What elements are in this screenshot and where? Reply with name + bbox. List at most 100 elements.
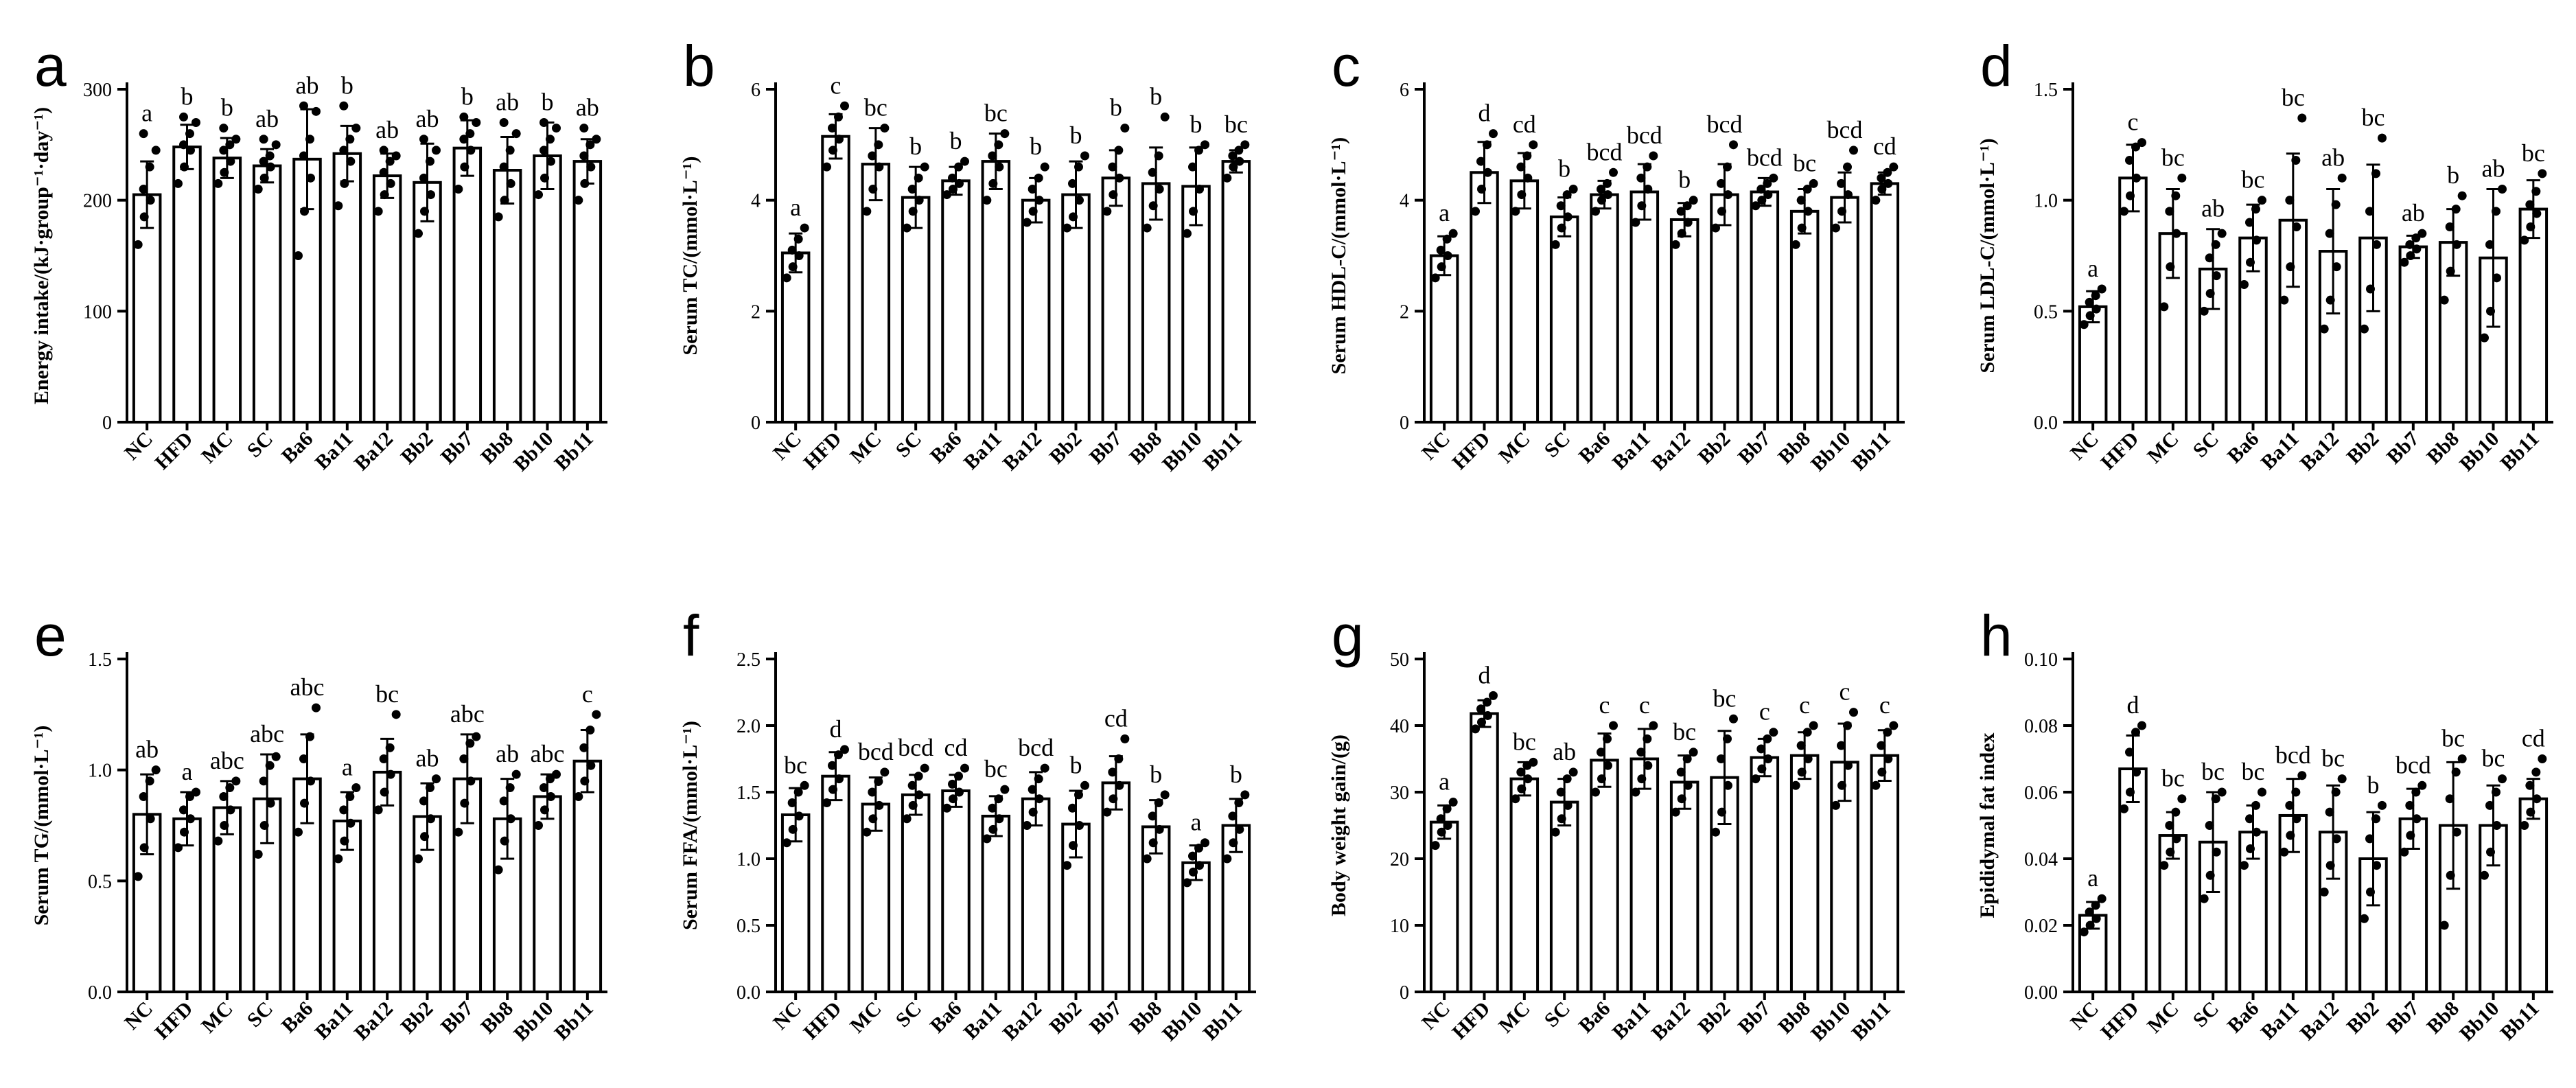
data-point (2319, 324, 2329, 334)
data-point (862, 207, 872, 216)
data-point (1711, 223, 1720, 233)
data-point (1562, 190, 1572, 200)
x-tick-label-Bb10: Bb10 (1807, 997, 1855, 1046)
data-point (592, 135, 601, 144)
data-point (419, 796, 428, 806)
bar-HFD (821, 135, 850, 424)
data-point (920, 763, 929, 773)
data-point (1877, 173, 1886, 183)
x-tick-label-Ba11: Ba11 (1608, 428, 1655, 474)
data-point (2337, 774, 2347, 784)
data-point (220, 821, 229, 830)
data-point (499, 796, 509, 806)
data-point (1229, 838, 1238, 848)
data-point (265, 151, 275, 161)
data-point (835, 135, 844, 144)
bar-Ba11 (981, 160, 1011, 424)
x-tick-label-Bb7: Bb7 (1085, 428, 1126, 469)
data-point (1229, 162, 1238, 172)
data-point (340, 178, 349, 188)
data-point (1803, 754, 1813, 763)
significance-letter: a (182, 758, 193, 785)
panel-a: a 0 100 200 300 Energy intake/(kJ·group⁻¹·day… (30, 34, 607, 476)
bar-Bb7 (1101, 781, 1131, 994)
data-point (306, 776, 315, 786)
significance-letter: c (1799, 691, 1810, 719)
data-point (1751, 201, 1761, 211)
data-point (1723, 162, 1732, 172)
data-point (2480, 870, 2489, 880)
data-point (1114, 754, 1124, 763)
data-point (2246, 844, 2255, 853)
x-tick-label-Ba12: Ba12 (350, 997, 397, 1045)
x-tick-label-Ba6: Ba6 (1575, 428, 1615, 468)
bar-Bb10 (533, 154, 562, 424)
data-point (460, 162, 469, 172)
x-tick-label-MC: MC (1494, 997, 1535, 1038)
significance-letter: b (909, 132, 922, 160)
significance-letter: ab (255, 105, 279, 132)
data-point (465, 129, 475, 139)
data-point (2412, 244, 2422, 254)
data-point (259, 173, 269, 183)
x-tick-label-Bb2: Bb2 (2343, 428, 2384, 469)
data-point (271, 140, 281, 150)
data-point (1591, 787, 1600, 797)
data-point (2485, 800, 2494, 810)
data-point (1837, 741, 1846, 750)
y-axis-label: Serum HDL-C/(mmol·L⁻¹) (1327, 137, 1350, 375)
data-point (1717, 754, 1726, 763)
significance-letter: bc (2242, 166, 2265, 194)
data-point (822, 162, 831, 172)
data-point (294, 827, 303, 837)
data-point (2279, 847, 2289, 857)
data-point (1477, 185, 1486, 194)
data-point (1448, 229, 1458, 238)
data-point (2439, 921, 2449, 930)
data-point (1677, 794, 1686, 804)
data-point (1877, 741, 1886, 750)
data-point (1028, 185, 1037, 194)
significance-letter: b (542, 89, 554, 116)
data-point (2291, 787, 2301, 797)
data-point (414, 229, 423, 238)
significance-letter: cd (1513, 111, 1536, 138)
data-point (1591, 207, 1600, 216)
significance-letter: bc (2201, 758, 2225, 785)
data-point (794, 811, 804, 821)
data-point (874, 776, 883, 786)
data-point (1523, 173, 1533, 183)
data-point (346, 157, 356, 166)
data-point (225, 140, 235, 150)
data-point (954, 772, 963, 781)
data-point (2406, 251, 2415, 260)
data-point (546, 791, 555, 801)
bar-Ba6 (941, 179, 971, 424)
data-point (1115, 780, 1124, 790)
data-point (995, 814, 1004, 824)
data-point (219, 146, 229, 155)
significance-letter: a (790, 194, 801, 221)
data-point (914, 772, 923, 781)
data-point (1102, 207, 1112, 216)
data-point (139, 843, 149, 853)
data-point (1763, 190, 1773, 200)
data-point (1075, 196, 1084, 205)
significance-letter: a (141, 100, 152, 127)
data-point (1523, 774, 1533, 784)
data-point (379, 167, 388, 177)
data-point (793, 787, 803, 797)
data-point (180, 162, 189, 172)
data-point (299, 754, 308, 763)
data-point (1188, 162, 1197, 172)
data-point (506, 178, 515, 188)
data-point (1562, 774, 1572, 784)
data-point (1189, 207, 1198, 216)
data-point (2531, 767, 2541, 777)
data-point (1671, 807, 1680, 817)
data-point (185, 791, 194, 801)
y-tick-label: 6 (1400, 80, 1409, 101)
x-tick-label-Bb7: Bb7 (2382, 997, 2424, 1039)
data-point (2486, 847, 2495, 857)
